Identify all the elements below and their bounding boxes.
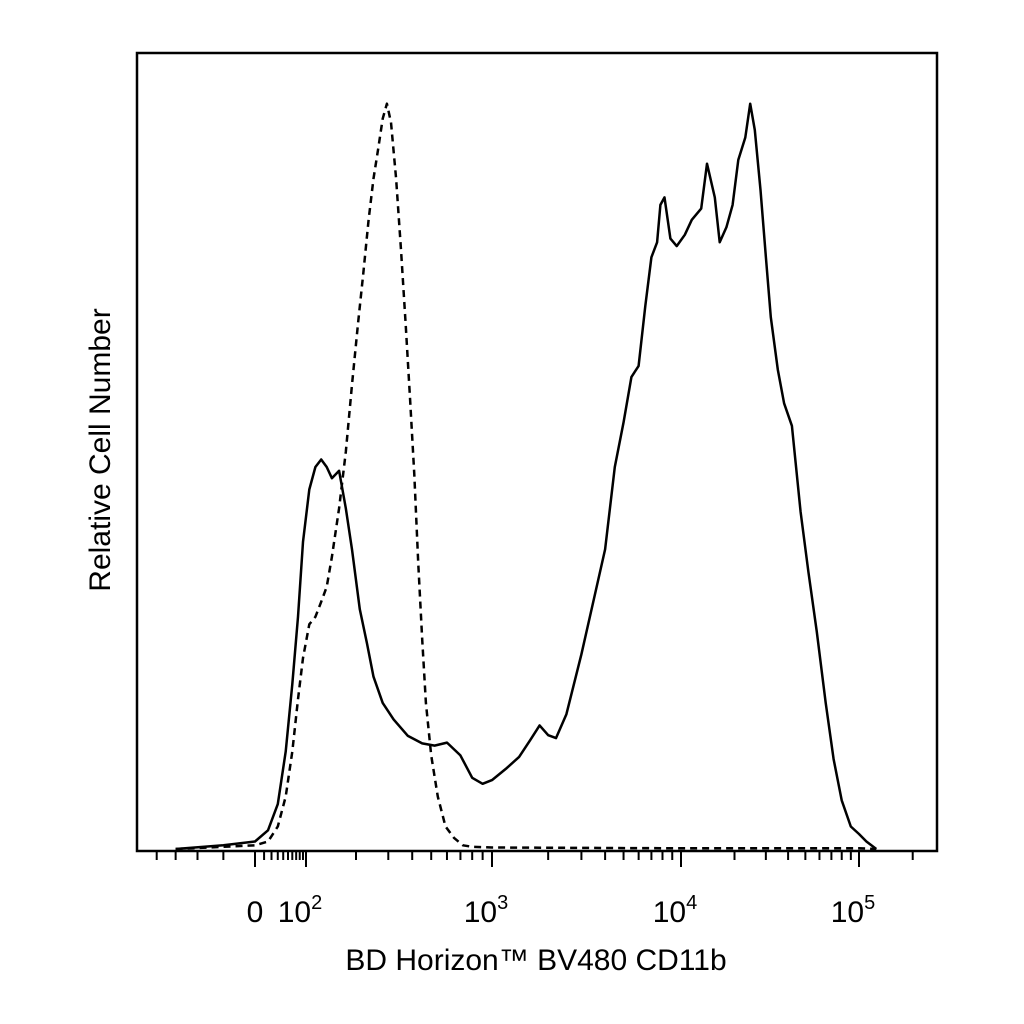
- series-dashed-line: [175, 102, 877, 851]
- x-tick-label: 105: [831, 892, 876, 929]
- y-axis-label: Relative Cell Number: [84, 308, 117, 591]
- series-layer: [175, 102, 878, 851]
- plot-area: [135, 51, 939, 853]
- x-tick-label: 102: [278, 892, 323, 929]
- plot-frame: [135, 51, 939, 853]
- x-tick-label: 103: [464, 892, 509, 929]
- x-axis-tick-labels: 0 102 103 104 105: [247, 892, 876, 929]
- x-axis-label: BD Horizon™ BV480 CD11b: [345, 944, 726, 977]
- x-axis-ticks: [155, 851, 914, 867]
- series-solid-line: [175, 102, 878, 851]
- x-tick-label: 0: [247, 896, 264, 929]
- x-tick-label: 104: [653, 892, 698, 929]
